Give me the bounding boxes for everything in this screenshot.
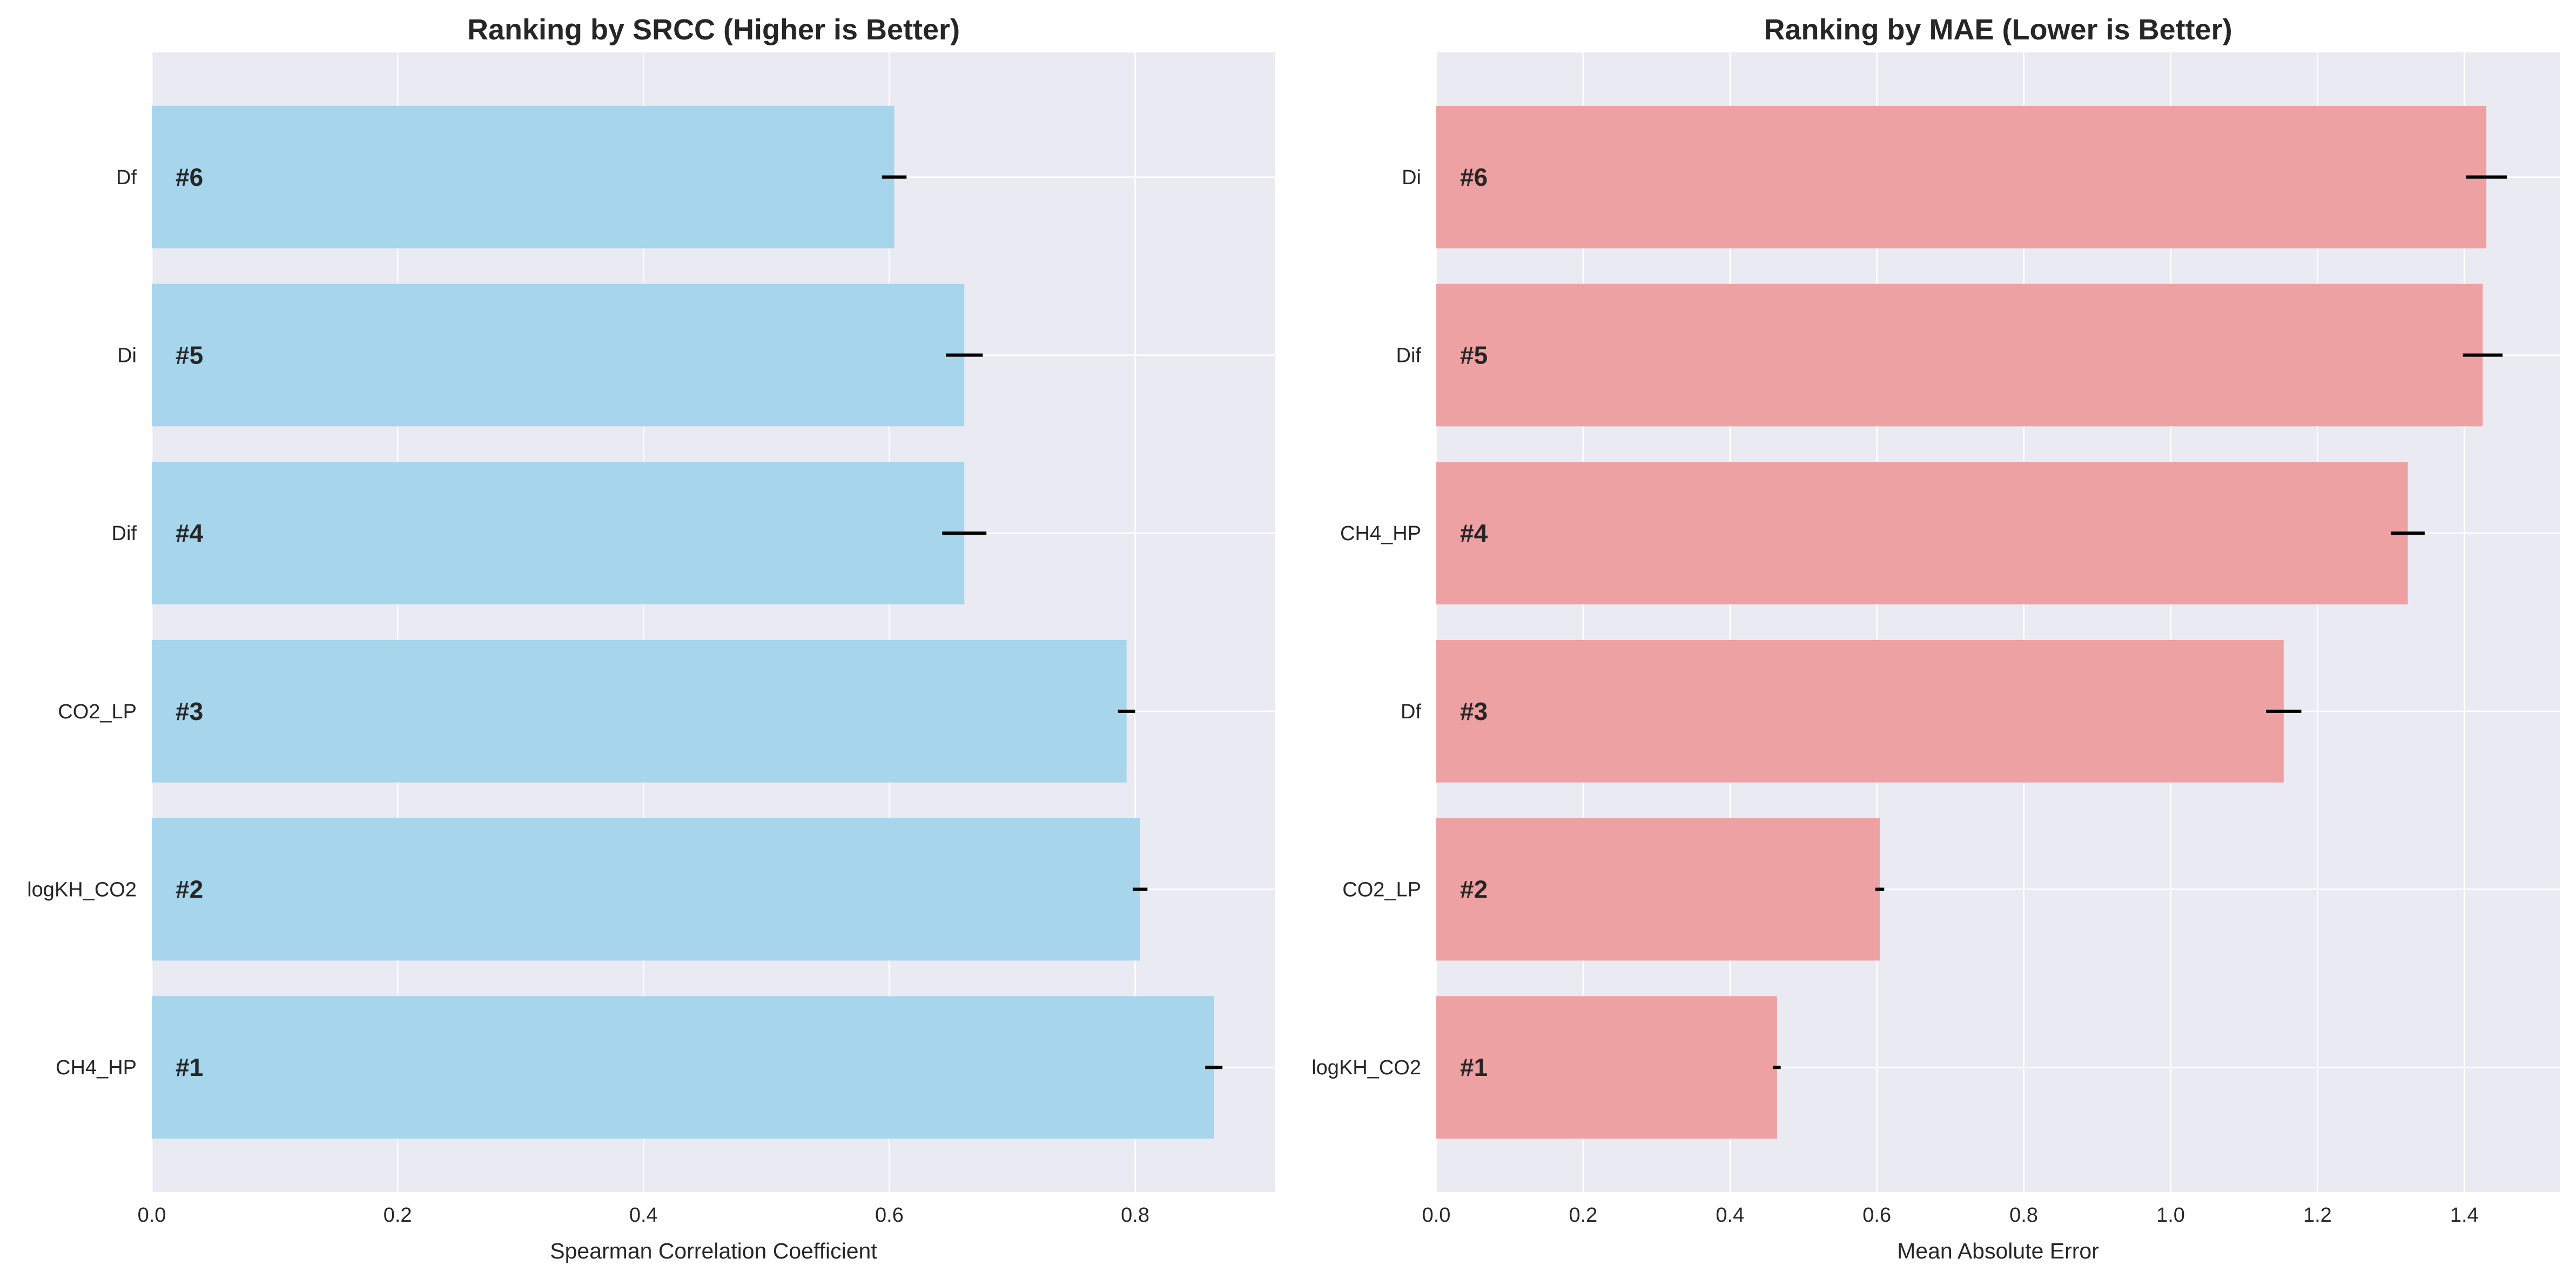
mae-chart: #1 #2 #3 #4 #5 #6 logKH_CO2 CO2_LP Df CH4_HP Dif D… (1311, 14, 2560, 1263)
srcc-x-tick-label: 0.6 (875, 1204, 904, 1227)
srcc-bar (152, 640, 1127, 783)
srcc-chart: #1 #2 #3 #4 #5 #6 CH4_HP logKH_CO2 CO2_LP Dif Di D… (27, 14, 1275, 1263)
mae-x-tick-label: 1.4 (2450, 1204, 2479, 1227)
mae-bar (1436, 996, 1777, 1139)
srcc-bar (152, 818, 1140, 961)
mae-y-tick-label: CH4_HP (1340, 522, 1421, 545)
srcc-bars (152, 105, 1214, 1139)
mae-x-axis-label: Mean Absolute Error (1897, 1238, 2099, 1263)
mae-x-tick-label: 1.2 (2303, 1204, 2332, 1227)
mae-bar (1436, 105, 2487, 248)
mae-y-tick-label: Df (1401, 701, 1421, 723)
srcc-y-tick-label: CH4_HP (56, 1056, 137, 1079)
srcc-bar (152, 105, 894, 248)
mae-x-tick-label: 0.6 (1862, 1204, 1891, 1227)
mae-x-tick-label: 0.8 (2009, 1204, 2038, 1227)
mae-error-bars (1773, 175, 2507, 1069)
mae-rank-label: #6 (1460, 163, 1488, 191)
srcc-rank-label: #1 (176, 1053, 203, 1081)
srcc-x-tick-label: 0.2 (384, 1204, 412, 1227)
mae-rank-label: #4 (1460, 519, 1488, 547)
mae-bar (1436, 462, 2408, 605)
srcc-rank-labels: #1 #2 #3 #4 #5 #6 (176, 163, 204, 1081)
mae-x-tick-label: 0.4 (1716, 1204, 1744, 1227)
srcc-chart-title: Ranking by SRCC (Higher is Better) (467, 14, 960, 46)
mae-bar (1436, 640, 2284, 783)
srcc-x-tick-labels: 0.0 0.2 0.4 0.6 0.8 (138, 1204, 1149, 1227)
srcc-rank-label: #3 (176, 697, 203, 725)
mae-y-tick-labels: logKH_CO2 CO2_LP Df CH4_HP Dif Di (1311, 166, 1421, 1079)
mae-bar (1436, 284, 2483, 427)
srcc-x-tick-label: 0.8 (1121, 1204, 1149, 1227)
srcc-y-tick-label: Di (117, 344, 137, 367)
srcc-bar (152, 996, 1214, 1139)
srcc-rank-label: #4 (176, 519, 204, 547)
srcc-rank-label: #2 (176, 876, 203, 904)
mae-y-tick-label: Dif (1396, 344, 1422, 367)
mae-y-tick-label: logKH_CO2 (1311, 1056, 1421, 1079)
mae-x-tick-labels: 0.0 0.2 0.4 0.6 0.8 1.0 1.2 1.4 (1422, 1204, 2479, 1227)
mae-bar (1436, 818, 1880, 961)
srcc-y-tick-label: CO2_LP (58, 701, 137, 723)
srcc-error-bars (882, 175, 1223, 1069)
mae-x-tick-label: 0.0 (1422, 1204, 1451, 1227)
mae-x-tick-label: 1.0 (2156, 1204, 2185, 1227)
mae-rank-label: #1 (1460, 1053, 1488, 1081)
srcc-bar (152, 462, 965, 605)
mae-rank-label: #5 (1460, 341, 1488, 369)
mae-rank-label: #2 (1460, 876, 1488, 904)
mae-x-tick-label: 0.2 (1569, 1204, 1597, 1227)
srcc-y-tick-label: logKH_CO2 (27, 879, 137, 901)
srcc-y-tick-label: Df (116, 166, 137, 189)
srcc-x-tick-label: 0.0 (138, 1204, 166, 1227)
srcc-y-tick-labels: CH4_HP logKH_CO2 CO2_LP Dif Di Df (27, 166, 137, 1079)
mae-bars (1436, 105, 2487, 1139)
srcc-y-tick-label: Dif (112, 522, 137, 545)
srcc-x-tick-label: 0.4 (629, 1204, 658, 1227)
srcc-rank-label: #5 (176, 341, 203, 369)
mae-y-tick-label: CO2_LP (1342, 879, 1421, 901)
mae-y-tick-label: Di (1402, 166, 1421, 189)
srcc-rank-label: #6 (176, 163, 203, 191)
srcc-x-axis-label: Spearman Correlation Coefficient (550, 1238, 877, 1263)
mae-rank-label: #3 (1460, 697, 1488, 725)
srcc-bar (152, 284, 965, 427)
mae-chart-title: Ranking by MAE (Lower is Better) (1764, 14, 2232, 46)
mae-rank-labels: #1 #2 #3 #4 #5 #6 (1460, 163, 1488, 1081)
